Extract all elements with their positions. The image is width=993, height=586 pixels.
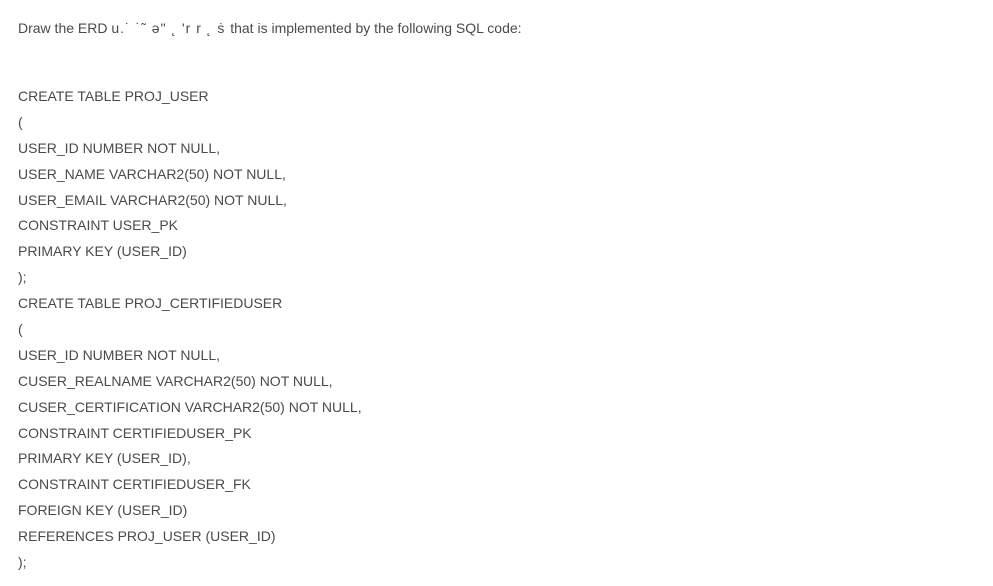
code-line: ( — [18, 110, 975, 136]
sql-code-block: CREATE TABLE PROJ_USER ( USER_ID NUMBER … — [18, 84, 975, 576]
code-line: USER_NAME VARCHAR2(50) NOT NULL, — [18, 162, 975, 188]
code-line: ); — [18, 550, 975, 576]
code-line: ( — [18, 317, 975, 343]
code-line: CUSER_REALNAME VARCHAR2(50) NOT NULL, — [18, 369, 975, 395]
prompt-prefix: Draw the ERD — [18, 20, 111, 36]
code-line: FOREIGN KEY (USER_ID) — [18, 498, 975, 524]
code-line: CREATE TABLE PROJ_CERTIFIEDUSER — [18, 291, 975, 317]
prompt-obscured-text: u.˙ ˙˜ ə" ˛ 'r r ˛ ṡ — [111, 20, 230, 36]
code-line: REFERENCES PROJ_USER (USER_ID) — [18, 524, 975, 550]
code-line: USER_ID NUMBER NOT NULL, — [18, 343, 975, 369]
code-line: CONSTRAINT USER_PK — [18, 213, 975, 239]
code-line: PRIMARY KEY (USER_ID), — [18, 446, 975, 472]
code-line: ); — [18, 265, 975, 291]
code-line: USER_ID NUMBER NOT NULL, — [18, 136, 975, 162]
code-line: CUSER_CERTIFICATION VARCHAR2(50) NOT NUL… — [18, 395, 975, 421]
code-line: PRIMARY KEY (USER_ID) — [18, 239, 975, 265]
question-prompt: Draw the ERD u.˙ ˙˜ ə" ˛ 'r r ˛ ṡ that i… — [18, 20, 975, 36]
code-line: CONSTRAINT CERTIFIEDUSER_PK — [18, 421, 975, 447]
code-line: USER_EMAIL VARCHAR2(50) NOT NULL, — [18, 188, 975, 214]
code-line: CREATE TABLE PROJ_USER — [18, 84, 975, 110]
prompt-suffix: that is implemented by the following SQL… — [230, 20, 521, 36]
code-line: CONSTRAINT CERTIFIEDUSER_FK — [18, 472, 975, 498]
